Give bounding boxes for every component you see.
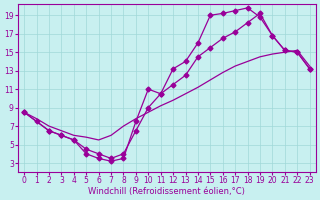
- X-axis label: Windchill (Refroidissement éolien,°C): Windchill (Refroidissement éolien,°C): [88, 187, 245, 196]
